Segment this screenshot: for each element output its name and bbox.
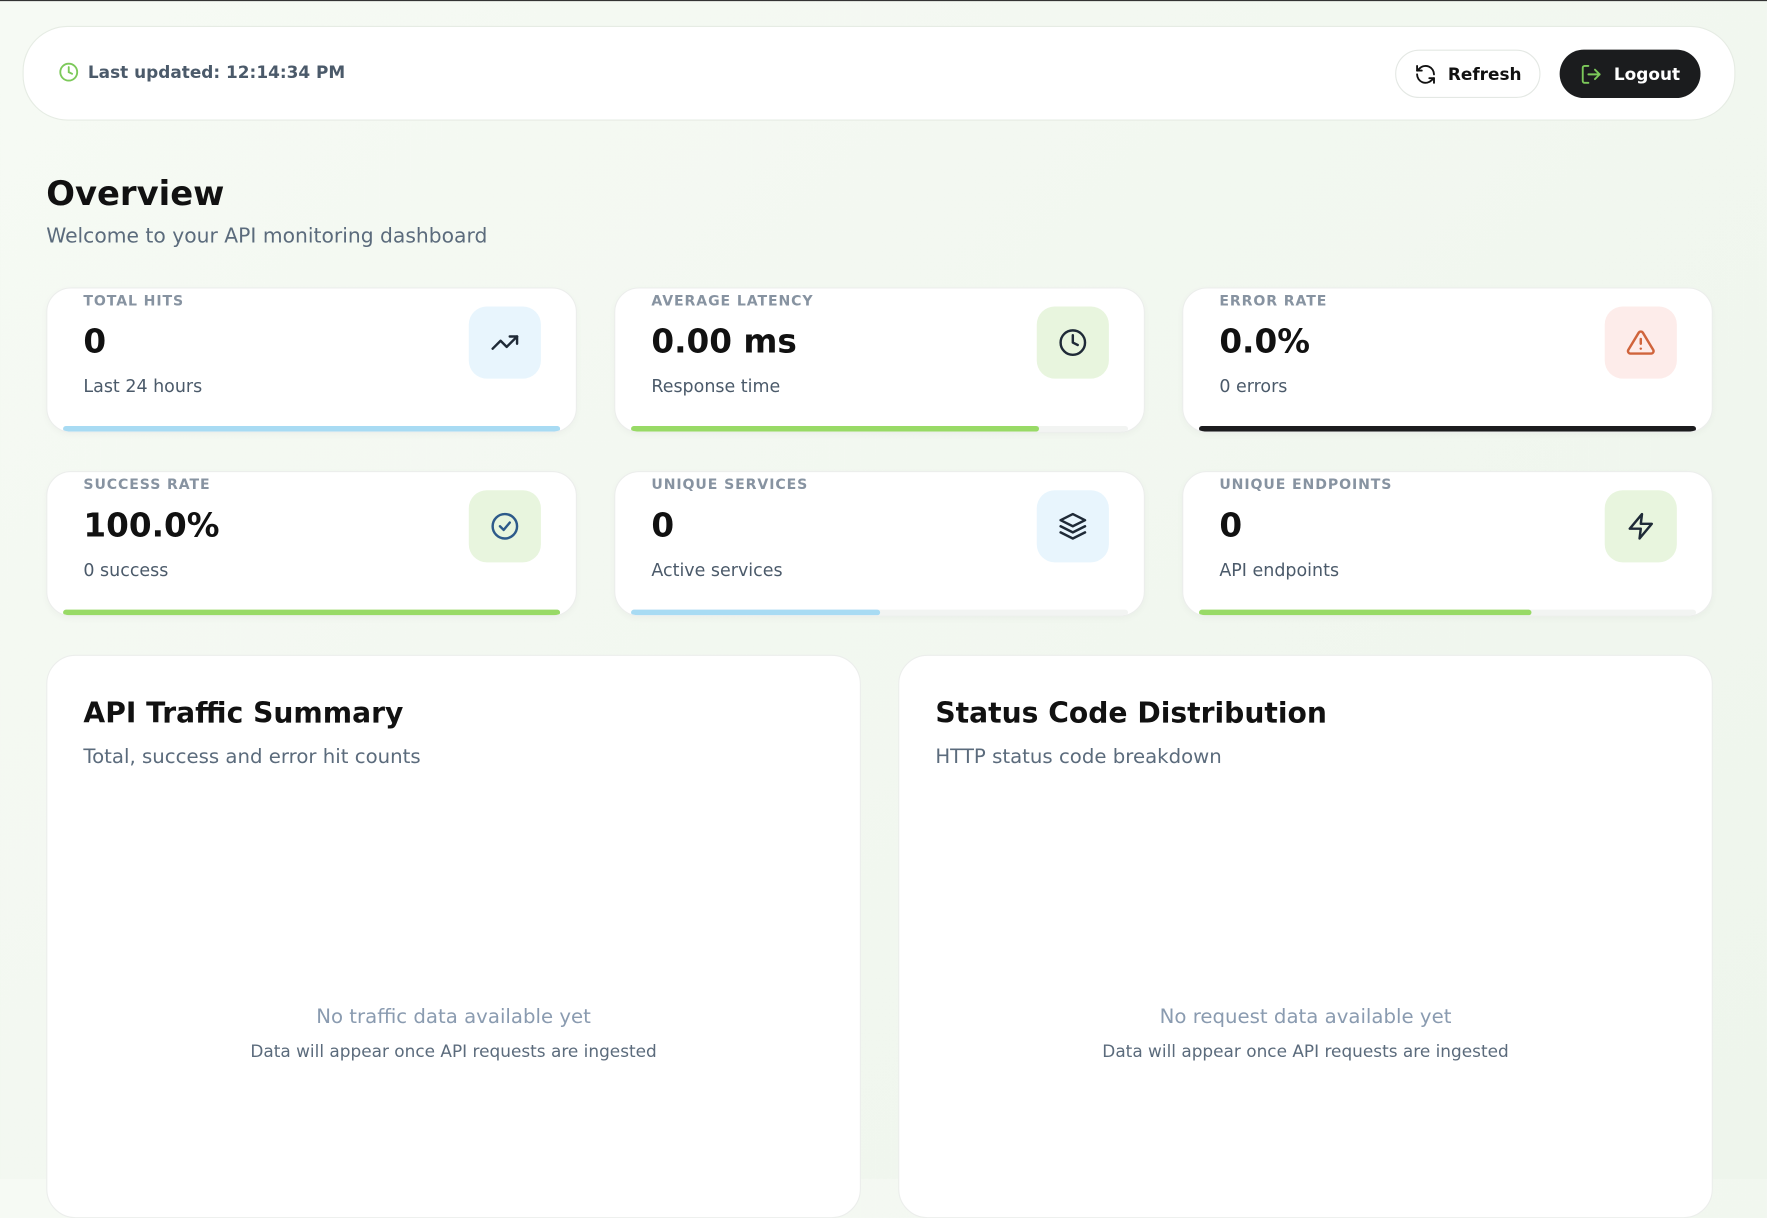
stat-icon [1626, 330, 1655, 355]
progress-track [1199, 609, 1696, 616]
stat-value: 0 [651, 505, 675, 545]
stat-caption: API endpoints [1219, 560, 1340, 581]
stat-card: UNIQUE ENDPOINTS 0 API endpoints [1182, 471, 1713, 617]
last-updated-text: Last updated: 12:14:34 PM [87, 61, 346, 83]
empty-title: No request data available yet [1159, 1006, 1452, 1029]
overview-subtitle: Welcome to your API monitoring dashboard [46, 224, 488, 248]
progress-track [63, 609, 561, 616]
stat-value: 100.0% [83, 505, 220, 545]
empty-title: No traffic data available yet [316, 1006, 591, 1029]
panel-subtitle: Total, success and error hit counts [83, 746, 421, 769]
stat-caption: Response time [651, 376, 781, 397]
stat-caption: 0 errors [1219, 376, 1288, 397]
stat-value: 0 [1219, 505, 1243, 545]
panel-title: API Traffic Summary [83, 696, 404, 730]
empty-text: Data will appear once API requests are i… [250, 1041, 657, 1062]
stat-icon-box [1604, 490, 1677, 563]
clock-icon [59, 62, 79, 82]
progress-fill [1199, 609, 1532, 616]
last-updated: Last updated: 12:14:34 PM [59, 61, 346, 83]
progress-fill [63, 425, 561, 432]
empty-text: Data will appear once API requests are i… [1102, 1041, 1509, 1062]
stat-icon-box [468, 490, 541, 563]
progress-fill [631, 425, 1039, 432]
stat-icon-box [1604, 306, 1677, 379]
progress-track [631, 425, 1129, 432]
logout-label: Logout [1613, 63, 1681, 84]
panel-subtitle: HTTP status code breakdown [935, 746, 1222, 769]
panel-title: Status Code Distribution [935, 696, 1327, 730]
stat-card: AVERAGE LATENCY 0.00 ms Response time [614, 287, 1145, 433]
stat-card: TOTAL HITS 0 Last 24 hours [46, 287, 577, 433]
progress-fill [1199, 425, 1696, 432]
stat-label: SUCCESS RATE [83, 475, 211, 493]
progress-track [1199, 425, 1696, 432]
logout-button[interactable]: Logout [1559, 49, 1701, 99]
stat-icon [1628, 512, 1653, 540]
refresh-label: Refresh [1447, 63, 1522, 84]
stat-icon [1059, 512, 1087, 540]
progress-fill [631, 609, 880, 616]
refresh-icon [1415, 64, 1435, 84]
chart-panel: API Traffic Summary Total, success and er… [46, 654, 861, 1218]
stat-caption: 0 success [83, 560, 169, 581]
stat-value: 0.00 ms [651, 322, 797, 361]
stat-icon [491, 335, 519, 350]
stat-card: SUCCESS RATE 100.0% 0 success [46, 471, 577, 617]
overview-title: Overview [46, 174, 225, 215]
stat-card: ERROR RATE 0.0% 0 errors [1182, 287, 1713, 433]
stat-icon [1059, 329, 1087, 357]
progress-track [63, 425, 561, 432]
stat-icon-box [468, 306, 541, 379]
stat-caption: Active services [651, 560, 783, 581]
stat-icon [491, 512, 519, 540]
stat-label: UNIQUE SERVICES [651, 475, 809, 493]
stat-value: 0.0% [1219, 322, 1310, 361]
stat-value: 0 [83, 322, 107, 361]
stat-icon-box [1036, 490, 1109, 563]
stat-label: AVERAGE LATENCY [651, 291, 814, 309]
stat-caption: Last 24 hours [83, 376, 203, 397]
logout-icon [1581, 64, 1601, 84]
progress-fill [63, 609, 561, 616]
stat-label: TOTAL HITS [83, 291, 185, 309]
chart-panel: Status Code Distribution HTTP status code… [898, 654, 1713, 1218]
stat-card: UNIQUE SERVICES 0 Active services [614, 471, 1145, 617]
progress-track [631, 609, 1129, 616]
stat-label: ERROR RATE [1219, 291, 1328, 309]
stat-icon-box [1036, 306, 1109, 379]
refresh-button[interactable]: Refresh [1395, 49, 1541, 99]
stat-label: UNIQUE ENDPOINTS [1219, 475, 1393, 493]
